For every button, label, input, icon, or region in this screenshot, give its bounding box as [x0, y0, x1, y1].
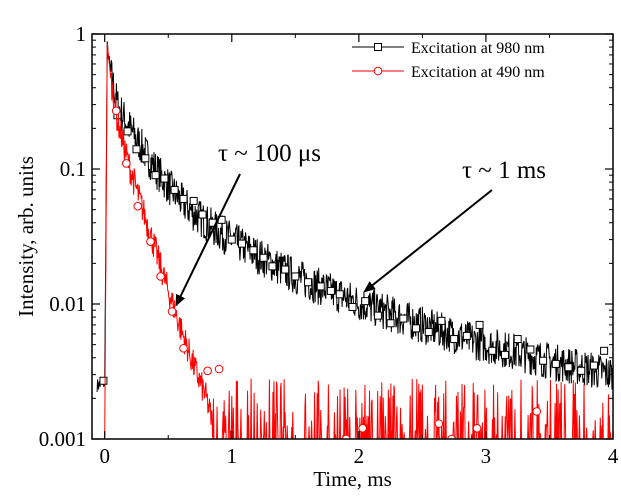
series-trace-980nm — [96, 41, 613, 393]
plot-frame — [91, 33, 614, 440]
marker-980nm — [249, 246, 258, 255]
marker-980nm — [475, 320, 484, 329]
marker-490nm — [472, 424, 482, 433]
marker-980nm — [450, 335, 459, 344]
marker-980nm — [304, 278, 313, 287]
marker-980nm — [170, 185, 179, 194]
marker-490nm — [179, 343, 188, 353]
legend-label: Excitation at 490 nm — [411, 64, 545, 81]
legend: Excitation at 980 nm Excitation at 490 nm — [352, 40, 545, 81]
marker-490nm — [156, 272, 165, 281]
marker-980nm — [399, 314, 408, 323]
marker-980nm — [132, 145, 141, 154]
marker-980nm — [539, 356, 548, 365]
y-tick-label: 0.001 — [39, 427, 86, 451]
marker-980nm — [259, 253, 268, 262]
marker-980nm — [437, 316, 446, 325]
marker-980nm — [281, 265, 290, 274]
marker-490nm — [434, 419, 444, 428]
x-tick-label: 0 — [99, 444, 110, 468]
marker-980nm — [189, 196, 198, 205]
marker-980nm — [412, 324, 421, 333]
marker-980nm — [589, 361, 598, 370]
marker-980nm — [488, 346, 497, 355]
marker-490nm — [167, 307, 177, 316]
axes-layer: 0 1 2 3 4 0.001 0.01 0.1 1 Time, ms Intensity, arb… — [14, 22, 619, 491]
marker-980nm — [179, 194, 188, 203]
marker-980nm — [600, 346, 609, 355]
x-axis-label: Time, ms — [313, 467, 392, 491]
marker-490nm — [122, 159, 131, 168]
x-tick-label: 3 — [481, 444, 492, 468]
series-trace-490nm — [102, 43, 612, 439]
annotation-tau-1ms: τ ~ 1 ms — [462, 157, 546, 184]
annotation-tau-100us: τ ~ 100 μs — [218, 140, 321, 167]
marker-980nm — [141, 154, 150, 163]
annotations-layer: τ ~ 100 μs τ ~ 1 ms — [175, 140, 546, 307]
legend-marker-square — [374, 43, 382, 51]
marker-980nm — [424, 328, 433, 337]
x-tick-label: 2 — [354, 444, 365, 468]
y-tick-label: 1 — [76, 22, 87, 46]
marker-980nm — [316, 282, 325, 291]
series-layer — [96, 41, 613, 439]
marker-980nm — [462, 331, 471, 340]
marker-980nm — [335, 290, 344, 299]
annotation-arrow-100us — [175, 173, 241, 307]
marker-490nm — [341, 434, 351, 439]
marker-980nm — [361, 297, 370, 306]
marker-980nm — [373, 311, 382, 320]
marker-490nm — [358, 424, 367, 433]
marker-490nm — [532, 407, 542, 416]
marker-980nm — [198, 210, 207, 219]
y-tick-label: 0.1 — [60, 157, 86, 181]
marker-490nm — [447, 434, 456, 439]
marker-980nm — [577, 366, 586, 375]
marker-490nm — [111, 106, 121, 116]
y-tick-label: 0.01 — [49, 292, 86, 316]
marker-490nm — [146, 237, 155, 246]
y-axis-label: Intensity, arb. units — [14, 156, 38, 317]
marker-980nm — [386, 319, 395, 328]
x-tick-label: 1 — [227, 444, 238, 468]
marker-980nm — [500, 350, 509, 359]
marker-980nm — [513, 335, 522, 344]
marker-980nm — [551, 359, 560, 368]
legend-label: Excitation at 980 nm — [411, 40, 545, 57]
marker-490nm — [203, 366, 212, 376]
marker-980nm — [123, 127, 132, 136]
marker-980nm — [326, 286, 335, 295]
marker-980nm — [227, 235, 236, 244]
marker-490nm — [133, 201, 143, 211]
marker-980nm — [99, 376, 108, 385]
marker-980nm — [237, 239, 246, 248]
marker-980nm — [268, 262, 277, 271]
marker-980nm — [526, 345, 535, 354]
marker-980nm — [348, 303, 357, 312]
marker-490nm — [214, 364, 224, 374]
marker-980nm — [291, 272, 300, 281]
x-tick-label: 4 — [608, 444, 619, 468]
marker-980nm — [160, 174, 169, 183]
legend-marker-circle — [373, 66, 383, 76]
marker-980nm — [564, 363, 573, 372]
annotation-arrow-1ms — [363, 189, 493, 293]
marker-980nm — [151, 171, 160, 180]
